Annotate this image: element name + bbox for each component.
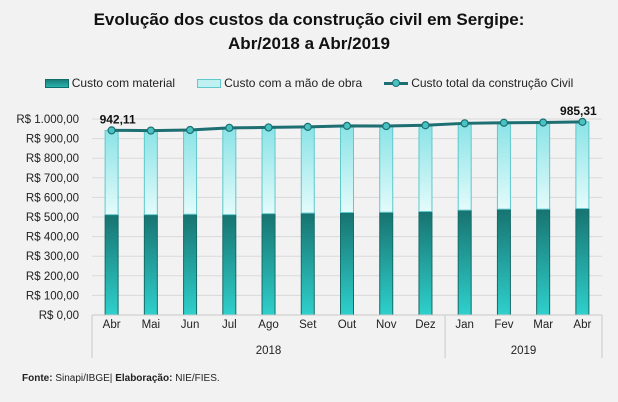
legend: Custo com material Custo com a mão de ob… [0, 76, 618, 90]
point-total [264, 123, 273, 132]
x-tick-label: Abr [103, 319, 121, 331]
point-total [225, 123, 234, 132]
point-total [342, 121, 352, 130]
bar-labor [536, 122, 551, 210]
legend-label-material: Custo com material [71, 76, 176, 90]
bar-labor [300, 126, 315, 214]
x-tick-label: Jan [455, 319, 474, 331]
bar-material [575, 208, 590, 316]
point-total [146, 126, 155, 135]
point-total [303, 122, 312, 131]
x-tick-label: Fev [494, 319, 513, 331]
footer-source: Fonte: Sinapi/IBGE| Elaboração: NIE/FIES… [22, 373, 220, 384]
x-tick-label: Set [299, 319, 317, 331]
x-tick-label: Ago [258, 319, 278, 331]
legend-swatch-total-line [384, 78, 409, 88]
bar-material [104, 214, 119, 316]
bar-material [261, 213, 276, 316]
x-tick-label: Dez [415, 319, 436, 331]
bar-material [340, 211, 354, 316]
point-total [421, 121, 430, 130]
legend-item-material: Custo com material [44, 76, 176, 90]
bar-material [418, 211, 433, 316]
y-tick-label: R$ 100,00 [26, 290, 79, 302]
footer-source-value: Sinapi/IBGE| [52, 373, 116, 384]
y-tick-label: R$ 200,00 [26, 271, 79, 283]
x-group-label: 2019 [511, 345, 537, 357]
x-tick-label: Jul [222, 319, 237, 331]
bar-material [536, 208, 551, 316]
bar-labor [418, 124, 433, 213]
x-group-label: 2018 [256, 345, 282, 357]
bar-material [379, 211, 394, 316]
x-tick-label: Out [338, 319, 357, 331]
legend-swatch-labor [197, 78, 222, 88]
point-total [578, 117, 587, 126]
y-tick-label: R$ 300,00 [26, 251, 79, 263]
legend-item-total: Custo total da construção Civil [384, 76, 573, 90]
bar-labor [143, 130, 158, 216]
bar-labor [457, 122, 472, 211]
chart-subtitle: Abr/2018 a Abr/2019 [228, 34, 390, 53]
bar-material [183, 213, 198, 316]
bar-labor [261, 126, 276, 215]
x-tick-label: Nov [376, 319, 397, 331]
point-total [539, 118, 548, 127]
bar-labor [575, 121, 590, 210]
footer-source-label: Fonte: [22, 373, 53, 384]
point-total [185, 125, 195, 135]
bar-labor [222, 127, 237, 216]
y-tick-label: R$ 800,00 [26, 153, 79, 165]
bar-labor [104, 129, 119, 216]
point-total [499, 118, 509, 127]
chart-title-line1: Evolução dos custos da construção civil … [93, 10, 525, 29]
x-tick-label: Jun [181, 319, 200, 331]
y-tick-label: R$ 900,00 [26, 134, 79, 146]
legend-label-total: Custo total da construção Civil [411, 76, 574, 90]
x-tick-label: Mai [142, 319, 161, 331]
bar-material [496, 208, 511, 316]
legend-label-labor: Custo com a mão de obra [224, 76, 363, 90]
x-tick-label: Abr [573, 319, 591, 331]
y-tick-label: R$ 0,00 [39, 310, 79, 322]
x-tick-label: Mar [533, 319, 553, 331]
bar-material [143, 214, 158, 316]
y-tick-label: R$ 400,00 [26, 232, 79, 244]
point-total [460, 119, 469, 128]
data-label: 942,11 [100, 112, 136, 126]
bar-labor [340, 125, 354, 213]
bar-labor [496, 122, 511, 210]
point-total [382, 121, 391, 131]
point-total [107, 126, 116, 135]
bar-labor [379, 125, 394, 213]
footer-elab-value: NIE/FIES. [172, 373, 220, 384]
footer-elab-label: Elaboração: [115, 373, 173, 384]
bar-material [222, 214, 237, 316]
y-tick-label: R$ 600,00 [26, 192, 79, 204]
bar-material [457, 209, 472, 316]
y-tick-label: R$ 700,00 [26, 173, 79, 185]
legend-swatch-material [44, 78, 69, 88]
chart-title: Evolução dos custos da construção civil … [0, 8, 618, 56]
bar-labor [183, 129, 198, 215]
data-label: 985,31 [560, 104, 597, 118]
y-tick-label: R$ 500,00 [26, 212, 79, 224]
legend-item-labor: Custo com a mão de obra [197, 76, 362, 90]
bar-material [300, 212, 315, 316]
y-tick-label: R$ 1.000,00 [16, 114, 79, 126]
